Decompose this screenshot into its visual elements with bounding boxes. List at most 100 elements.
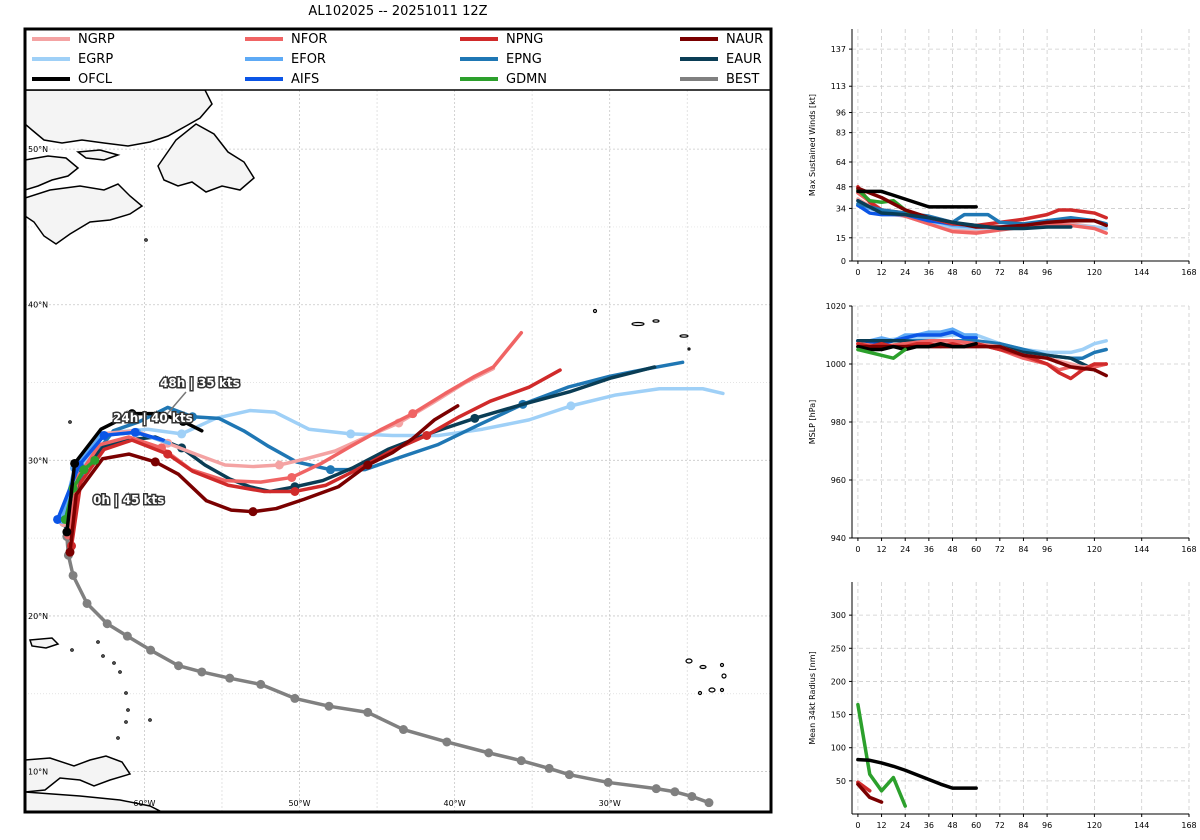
- best-track-point: [290, 693, 300, 703]
- panel-y-tick-label: 83: [836, 129, 846, 138]
- track-point-naur: [150, 457, 160, 467]
- island-mark: [148, 718, 152, 722]
- nova-scotia-land: [25, 155, 80, 191]
- track-point-aifs: [53, 514, 63, 524]
- best-track-point: [651, 784, 661, 794]
- best-track-point: [197, 667, 207, 677]
- legend-label-efor: EFOR: [291, 52, 326, 67]
- track-point-ofcl: [70, 458, 80, 468]
- series-eaur: [856, 198, 1073, 231]
- panel-y-tick-label: 1000: [826, 360, 846, 369]
- legend-label-gdmn: GDMN: [506, 72, 547, 87]
- best-track-point: [102, 619, 112, 629]
- series-gdmn: [856, 702, 907, 808]
- best-track-point: [324, 701, 334, 711]
- series-ofcl: [856, 757, 978, 790]
- panel-max-sustained-winds-kt-: 0 12 24 36 48 60 72 84 96 120 144 168 0 15 34 48 64 83 96 1…: [808, 29, 1197, 277]
- best-track-point: [670, 787, 680, 797]
- panel-x-tick-label: 84: [1018, 821, 1028, 830]
- panel-x-tick-label: 12: [876, 821, 886, 830]
- panel-y-tick-label: 113: [831, 82, 846, 91]
- track-point-epng: [188, 412, 198, 422]
- panel-x-tick-label: 60: [971, 821, 981, 830]
- track-point-gdmn: [90, 455, 100, 465]
- panel-y-tick-label: 64: [836, 158, 846, 167]
- series-naur: [856, 344, 1108, 378]
- mainland-coast-land: [25, 183, 144, 245]
- panel-y-label: Max Sustained Winds [kt]: [808, 94, 817, 196]
- best-track-point: [363, 707, 373, 717]
- track-point-aifs: [99, 430, 109, 440]
- best-track-point: [398, 725, 408, 735]
- best-track-point: [442, 737, 452, 747]
- panel-y-tick-label: 100: [831, 744, 846, 753]
- map-frame: [23, 27, 773, 814]
- panel-x-tick-label: 48: [947, 545, 957, 554]
- panel-y-tick-label: 960: [831, 476, 846, 485]
- best-track-point: [122, 631, 132, 641]
- legend-label-ngrp: NGRP: [78, 32, 115, 47]
- track-point-naur: [248, 507, 258, 517]
- panel-x-tick-label: 0: [855, 821, 860, 830]
- legend-label-eaur: EAUR: [726, 52, 762, 67]
- best-track-point: [146, 645, 156, 655]
- map-lon-label: 50°W: [288, 799, 310, 808]
- track-point-epng: [326, 465, 336, 475]
- map-gridlines: [25, 90, 771, 812]
- island-mark: [652, 319, 660, 323]
- panel-x-tick-label: 60: [971, 545, 981, 554]
- small-islands: [68, 238, 727, 740]
- map-lon-label: 40°W: [444, 799, 466, 808]
- panel-y-tick-label: 980: [831, 418, 846, 427]
- legend-label-aifs: AIFS: [291, 72, 319, 87]
- best-track-point: [544, 763, 554, 773]
- panel-mean-34kt-radius-nm-: 0 12 24 36 48 60 72 84 96 120 144 168 50 100 150 200 250…: [808, 582, 1197, 830]
- map-lat-label: 10°N: [28, 768, 48, 777]
- map-axis-labels: 50°N 40°N 30°N 20°N 10°N 60°W 50°W 40°W 30°W: [28, 145, 621, 808]
- south-american-land: [25, 791, 163, 812]
- best-track-point: [603, 777, 613, 787]
- best-track-point: [82, 598, 92, 608]
- panel-y-tick-label: 15: [836, 234, 846, 243]
- map-tracks: [53, 330, 725, 808]
- legend-label-ofcl: OFCL: [78, 72, 113, 87]
- landmasses: [25, 90, 255, 812]
- panel-x-tick-label: 144: [1134, 268, 1149, 277]
- panel-x-tick-label: 120: [1087, 268, 1102, 277]
- track-point-ofcl: [127, 409, 137, 419]
- panel-x-tick-label: 48: [947, 268, 957, 277]
- cuba-strip-land: [28, 637, 60, 649]
- best-track-point: [704, 798, 714, 808]
- island-mark: [685, 658, 693, 664]
- panel-x-tick-label: 96: [1042, 821, 1052, 830]
- island-mark: [721, 673, 727, 679]
- series-ofcl: [856, 341, 978, 352]
- best-track-point: [687, 791, 697, 801]
- island-mark: [101, 654, 105, 658]
- annotation-24h: 24h | 40 kts: [113, 411, 193, 425]
- series-ofcl: [856, 189, 978, 209]
- track-point-npng: [422, 430, 432, 440]
- map-lon-label: 60°W: [133, 799, 155, 808]
- caribbean-land-sw: [25, 755, 132, 793]
- panel-x-tick-label: 144: [1134, 821, 1149, 830]
- island-mark: [68, 420, 72, 424]
- panel-x-tick-label: 36: [924, 545, 934, 554]
- track-map: 50°N 40°N 30°N 20°N 10°N 60°W 50°W 40°W 30°W 48h…: [23, 27, 773, 814]
- figure-title: AL102025 -- 20251011 12Z: [308, 4, 488, 19]
- panel-x-tick-label: 84: [1018, 268, 1028, 277]
- island-mark: [70, 648, 74, 652]
- island-mark: [697, 690, 703, 696]
- series-naur: [856, 782, 884, 804]
- panel-y-tick-label: 48: [836, 183, 846, 192]
- track-point-naur: [65, 547, 75, 557]
- panel-y-tick-label: 940: [831, 534, 846, 543]
- island-mark: [719, 662, 725, 668]
- track-point-egrp: [566, 401, 576, 411]
- legend-label-epng: EPNG: [506, 52, 542, 67]
- track-point-eaur: [470, 413, 480, 423]
- best-track-point: [256, 679, 266, 689]
- map-lat-label: 20°N: [28, 612, 48, 621]
- panel-y-tick-label: 96: [836, 109, 846, 118]
- annotation-0h: 0h | 45 kts: [93, 493, 164, 507]
